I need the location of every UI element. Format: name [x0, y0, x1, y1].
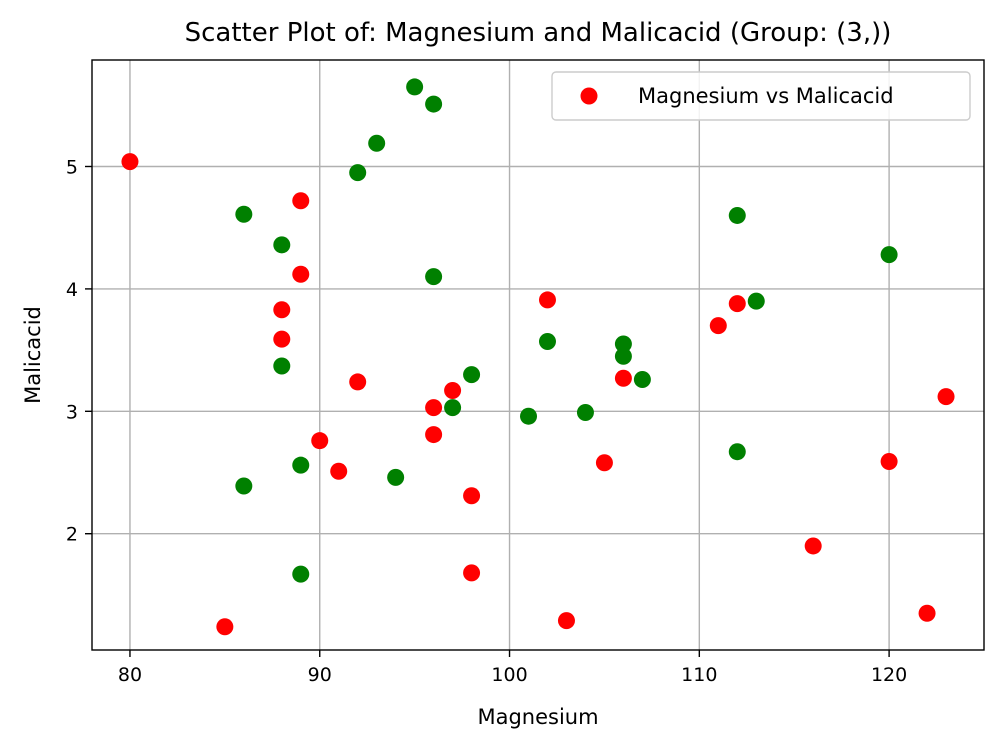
green-data-point — [633, 370, 651, 388]
red-data-point — [425, 426, 443, 444]
red-data-point — [880, 452, 898, 470]
red-data-point — [444, 381, 462, 399]
green-data-point — [444, 399, 462, 417]
red-data-point — [273, 330, 291, 348]
y-tick-label: 3 — [66, 401, 78, 423]
green-data-point — [387, 468, 405, 486]
red-data-point — [595, 454, 613, 472]
green-data-point — [368, 134, 386, 152]
x-tick-label: 100 — [491, 664, 527, 686]
x-tick-label: 120 — [871, 664, 907, 686]
legend-label: Magnesium vs Malicacid — [638, 84, 894, 108]
green-data-point — [406, 78, 424, 96]
x-tick-label: 90 — [308, 664, 332, 686]
green-data-point — [273, 357, 291, 375]
green-data-point — [576, 404, 594, 422]
y-axis-label: Malicacid — [21, 306, 45, 404]
green-data-point — [747, 292, 765, 310]
data-points — [121, 78, 955, 636]
plot-frame — [91, 59, 985, 651]
green-data-point — [425, 95, 443, 113]
red-data-point — [709, 317, 727, 335]
x-axis-label: Magnesium — [477, 705, 598, 729]
green-data-point — [614, 335, 632, 353]
red-data-point — [349, 373, 367, 391]
red-data-point — [292, 192, 310, 210]
green-data-point — [880, 246, 898, 264]
red-data-point — [614, 369, 632, 387]
green-data-point — [614, 347, 632, 365]
green-data-point — [463, 366, 481, 384]
legend-box — [551, 71, 971, 121]
green-data-point — [425, 268, 443, 286]
green-data-point — [292, 456, 310, 474]
green-data-point — [292, 565, 310, 583]
red-data-point — [121, 153, 139, 171]
red-data-point — [557, 612, 575, 630]
red-data-point — [937, 388, 955, 406]
axis-ticks: 80 90 100 110 120 2 3 4 5 — [66, 156, 907, 686]
x-tick-label: 80 — [118, 664, 142, 686]
red-data-point — [918, 604, 936, 622]
y-tick-label: 4 — [66, 279, 78, 301]
green-data-point — [728, 443, 746, 461]
red-data-point — [463, 564, 481, 582]
red-data-point — [804, 537, 822, 555]
red-data-point — [425, 399, 443, 417]
red-data-point — [463, 487, 481, 505]
red-data-point — [273, 301, 291, 319]
chart-title: Scatter Plot of: Magnesium and Malicacid… — [185, 18, 892, 48]
green-data-point — [273, 236, 291, 254]
grid — [92, 60, 984, 650]
red-data-point — [538, 291, 556, 309]
legend-marker — [580, 87, 598, 105]
green-data-point — [349, 164, 367, 182]
red-data-point — [330, 462, 348, 480]
green-data-point — [520, 407, 538, 425]
red-data-point — [728, 295, 746, 313]
y-tick-label: 2 — [66, 524, 78, 546]
green-data-point — [235, 205, 253, 223]
green-data-point — [235, 477, 253, 495]
green-data-point — [728, 206, 746, 224]
y-tick-label: 5 — [66, 156, 78, 178]
red-data-point — [292, 265, 310, 283]
red-data-point — [216, 618, 234, 636]
x-tick-label: 110 — [681, 664, 717, 686]
green-data-point — [538, 333, 556, 351]
legend: Magnesium vs Malicacid — [551, 71, 971, 121]
red-data-point — [311, 432, 329, 450]
